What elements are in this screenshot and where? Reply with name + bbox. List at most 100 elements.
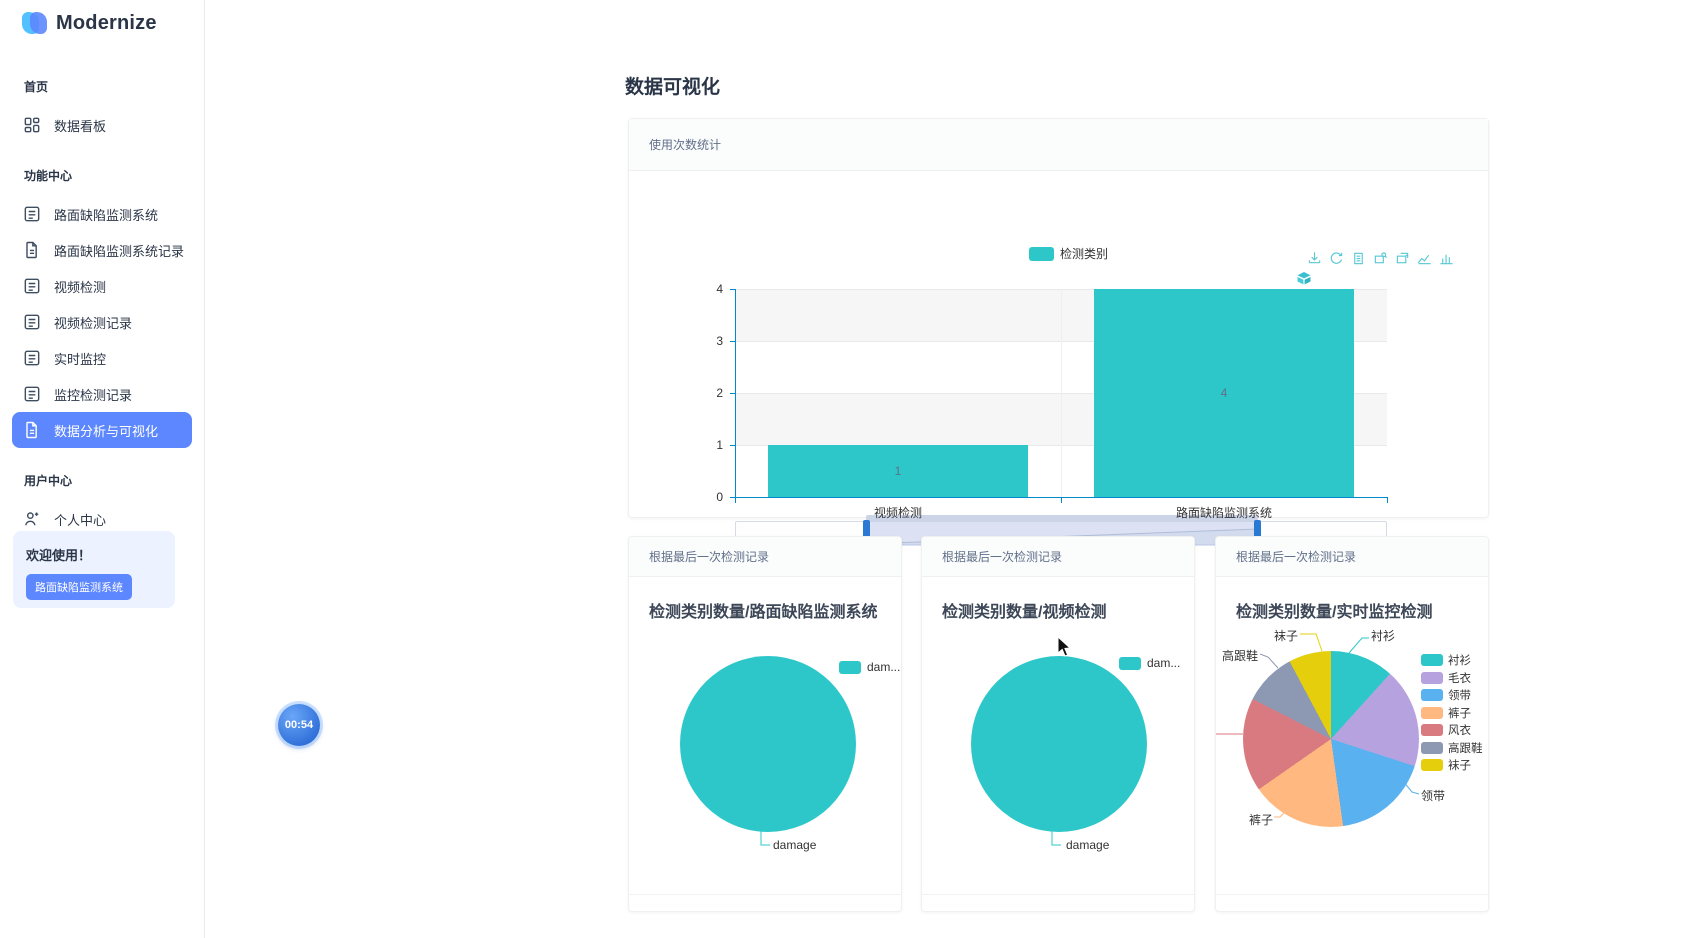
sidebar-item-label: 路面缺陷监测系统 [54, 207, 159, 223]
usage-bar-chart[interactable]: 检测类别 0 1 2 3 4 1 视频检测 4 路面缺陷监测系统 [629, 171, 1488, 548]
legend-label: 高跟鞋 [1448, 742, 1483, 755]
sidebar-item-dashboard[interactable]: 数据看板 [12, 107, 192, 143]
line-chart-icon[interactable] [1417, 251, 1432, 266]
x-tick-mark [735, 498, 736, 503]
card-footer-divider [629, 894, 901, 895]
data-zoom-icon[interactable] [1373, 251, 1388, 266]
legend-swatch [1421, 689, 1443, 702]
sidebar-item-label: 视频检测 [54, 279, 107, 295]
list-icon [22, 348, 42, 368]
pie-slice-label: 衬衫 [1371, 629, 1396, 643]
y-tick-label: 0 [716, 490, 723, 504]
sidebar-item-personal-center[interactable]: 个人中心 [12, 501, 192, 537]
pie-legend-item[interactable]: 毛衣 [1421, 671, 1483, 685]
bar-1[interactable] [768, 445, 1028, 497]
sidebar-section: 用户中心个人中心 [12, 458, 192, 537]
brand-logo[interactable]: Modernize [0, 0, 204, 36]
x-category-label: 路面缺陷监测系统 [1175, 506, 1273, 520]
sidebar-section-label: 首页 [24, 80, 49, 94]
card-footer-divider [1216, 894, 1488, 895]
pie-legend-item[interactable]: 衬衫 [1421, 654, 1483, 667]
sidebar-item-label: 视频检测记录 [54, 315, 133, 331]
legend-swatch [1421, 724, 1443, 737]
usage-stats-card-header: 使用次数统计 [629, 119, 1488, 171]
pie-legend-item[interactable]: 裤子 [1421, 706, 1483, 720]
y-tick-mark [730, 445, 735, 446]
legend-swatch [1421, 741, 1443, 754]
datazoom-right-handle[interactable] [1254, 520, 1262, 548]
legend-label: 检测类别 [1060, 247, 1109, 261]
chart-toolbox [1307, 251, 1454, 266]
pie-card-realtime-monitor: 根据最后一次检测记录 检测类别数量/实时监控检测 衬衫 毛衣 领带 裤子 风衣 高跟鞋 袜子… [1215, 536, 1489, 912]
list-icon [22, 384, 42, 404]
dashboard-grid-icon [22, 115, 42, 135]
datazoom-move-handle[interactable] [866, 515, 1258, 522]
pie-legend-item[interactable]: 领带 [1421, 689, 1483, 702]
pie-title: 检测类别数量/路面缺陷监测系统 [649, 604, 878, 621]
legend-label: 裤子 [1448, 707, 1471, 720]
brand-name: Modernize [56, 11, 157, 34]
datazoom-left-handle[interactable] [862, 520, 870, 548]
pie-legend[interactable]: dam... [1119, 656, 1180, 670]
pie-chart-realtime-monitor[interactable] [1243, 651, 1419, 827]
pie-legend-item[interactable]: 风衣 [1421, 724, 1483, 737]
recording-timer-badge[interactable]: 00:54 [278, 704, 320, 746]
list-icon [22, 312, 42, 332]
sidebar-item-realtime-monitor[interactable]: 实时监控 [12, 340, 192, 376]
x-axis-line [735, 497, 1388, 498]
sidebar-item-data-analysis[interactable]: 数据分析与可视化 [12, 412, 192, 448]
bar-chart-icon[interactable] [1439, 251, 1454, 266]
sidebar-item-label: 个人中心 [54, 512, 107, 528]
zoom-reset-icon[interactable] [1395, 251, 1410, 266]
sidebar-item-monitor-records[interactable]: 监控检测记录 [12, 376, 192, 412]
legend-label: dam... [1147, 656, 1181, 670]
pie-slice-label: 高跟鞋 [1222, 649, 1259, 663]
pie-card-header: 根据最后一次检测记录 [1216, 537, 1488, 577]
y-tick-label: 4 [716, 282, 723, 296]
sidebar-item-road-defect-system[interactable]: 路面缺陷监测系统 [12, 196, 192, 232]
sidebar-item-video-detection-records[interactable]: 视频检测记录 [12, 304, 192, 340]
list-icon [22, 276, 42, 296]
pie-title: 检测类别数量/实时监控检测 [1236, 604, 1433, 621]
data-view-icon[interactable] [1351, 251, 1366, 266]
pie-card-header: 根据最后一次检测记录 [922, 537, 1194, 577]
legend-label: 领带 [1448, 690, 1471, 703]
pie-legend[interactable]: dam... [839, 660, 900, 674]
legend-swatch [1029, 246, 1054, 261]
pie-card-header: 根据最后一次检测记录 [629, 537, 901, 577]
legend-label: dam... [867, 660, 901, 674]
sidebar-item-label: 数据分析与可视化 [54, 423, 159, 439]
sidebar-item-road-defect-system-records[interactable]: 路面缺陷监测系统记录 [12, 232, 192, 268]
file-icon [22, 420, 42, 440]
welcome-system-button[interactable]: 路面缺陷监测系统 [26, 574, 132, 600]
pie-title: 检测类别数量/视频检测 [942, 604, 1107, 621]
save-image-icon[interactable] [1307, 251, 1322, 266]
legend-swatch [1421, 671, 1443, 684]
pie-slice-label: 领带 [1421, 789, 1446, 803]
pie-slice-label: 袜子 [1274, 629, 1299, 643]
x-tick-mark [1387, 498, 1388, 503]
file-icon [22, 240, 42, 260]
gridline-vertical [1061, 289, 1062, 497]
y-tick-mark [730, 393, 735, 394]
sidebar-section-label: 用户中心 [24, 474, 73, 488]
y-tick-mark [730, 289, 735, 290]
bar-value-label: 4 [1220, 386, 1228, 400]
sidebar-item-video-detection[interactable]: 视频检测 [12, 268, 192, 304]
stack-icon[interactable] [1296, 271, 1312, 286]
pie-legend-item[interactable]: 袜子 [1421, 759, 1483, 772]
usage-stats-card: 使用次数统计 检测类别 0 1 2 3 4 1 视频检测 4 路面缺陷监测系统 [628, 118, 1489, 548]
content-column: 数据可视化 使用次数统计 检测类别 0 1 2 3 4 1 视频检测 4 路面缺陷监测系统 根据… [625, 0, 1489, 938]
bar-2[interactable] [1094, 289, 1354, 497]
bar-chart-legend[interactable]: 检测类别 [1029, 245, 1108, 262]
legend-swatch [1119, 656, 1141, 670]
pie-slice-label: 裤子 [1249, 813, 1274, 827]
pie-chart-video-detection[interactable] [971, 656, 1147, 832]
pie-legend-item[interactable]: 高跟鞋 [1421, 741, 1483, 755]
list-icon [22, 204, 42, 224]
restore-icon[interactable] [1329, 251, 1344, 266]
pie-slice-label: damage [773, 838, 817, 852]
legend-swatch [839, 660, 861, 674]
legend-label: 衬衫 [1448, 655, 1471, 668]
pie-chart-road-system[interactable] [680, 656, 856, 832]
